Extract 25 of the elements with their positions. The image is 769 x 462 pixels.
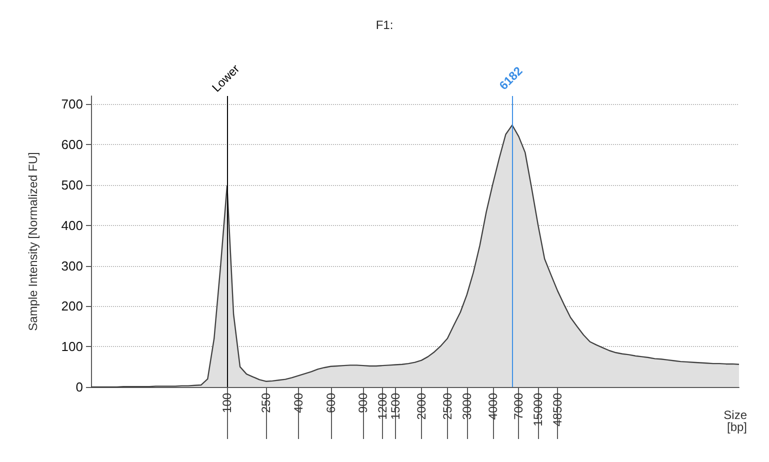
y-tick-label: 600 — [61, 137, 83, 152]
x-axis-title: Size [bp] — [724, 408, 748, 434]
chart-title: F1: — [376, 18, 394, 32]
x-tick-label: 2500 — [440, 392, 454, 420]
y-tick-label: 300 — [61, 258, 83, 274]
y-tick-label: 0 — [76, 380, 83, 394]
x-tick-label: 7000 — [512, 392, 526, 420]
x-tick-label: 400 — [291, 392, 306, 414]
x-tick-label: 900 — [356, 392, 370, 414]
y-tick-label: 200 — [61, 298, 83, 314]
x-tick-label: 4000 — [486, 392, 500, 420]
x-tick-label: 1500 — [388, 392, 403, 420]
x-tick-label: 250 — [258, 392, 273, 414]
x-tick-label: 100 — [220, 392, 234, 414]
y-axis-title: Sample Intensity [Normalized FU] — [26, 152, 40, 331]
x-tick-label: 2000 — [414, 392, 428, 420]
y-tick-label: 500 — [61, 177, 83, 192]
y-tick-label: 400 — [61, 218, 83, 233]
x-tick-label: 1200 — [376, 392, 390, 420]
x-tick-label: 15000 — [531, 392, 546, 426]
y-tick-label: 100 — [61, 339, 83, 354]
y-tick-label: 700 — [61, 96, 83, 112]
x-tick-label: 3000 — [460, 392, 474, 420]
x-tick-label: 600 — [324, 392, 338, 414]
x-tick-label: 48500 — [550, 392, 565, 426]
